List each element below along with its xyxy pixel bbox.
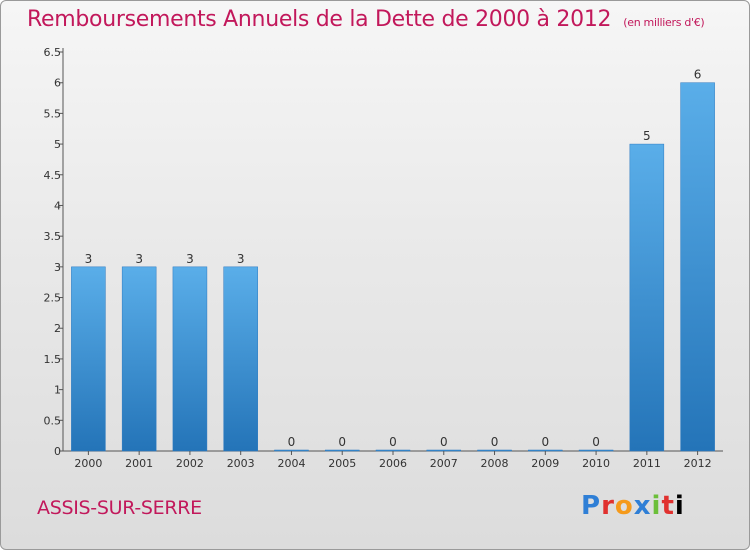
x-tick-label: 2001 xyxy=(125,457,153,470)
y-tick-label: 3 xyxy=(54,261,61,274)
bar xyxy=(71,266,106,452)
chart-unit: (en milliers d'€) xyxy=(623,16,705,29)
x-tick-label: 2009 xyxy=(531,457,559,470)
y-tick-label: 0 xyxy=(54,445,61,458)
axes xyxy=(62,48,723,452)
bar xyxy=(121,266,157,452)
data-label: 0 xyxy=(440,435,448,449)
y-tick-label: 6 xyxy=(54,77,61,90)
data-label: 3 xyxy=(85,252,93,266)
y-tick-label: 5.5 xyxy=(44,107,62,120)
bars xyxy=(71,82,715,452)
data-labels: 3 3 3 3 0 0 0 0 0 0 0 5 6 xyxy=(85,68,702,449)
bar xyxy=(375,449,411,452)
data-label: 3 xyxy=(237,252,245,266)
data-label: 0 xyxy=(338,435,346,449)
x-tick-label: 2003 xyxy=(227,457,255,470)
x-tick-label: 2000 xyxy=(74,457,102,470)
bar xyxy=(680,82,715,452)
x-tick-label: 2005 xyxy=(328,457,356,470)
y-tick-label: 4 xyxy=(54,199,61,212)
x-tick-label: 2008 xyxy=(481,457,509,470)
data-label: 5 xyxy=(643,129,651,143)
y-tick-label: 5 xyxy=(54,138,61,151)
proxiti-logo: Proxiti xyxy=(581,491,685,521)
bar xyxy=(578,449,614,452)
commune-name: ASSIS-SUR-SERRE xyxy=(37,497,202,519)
x-tick-label: 2002 xyxy=(176,457,204,470)
x-tick-label: 2007 xyxy=(430,457,458,470)
x-tick-label: 2004 xyxy=(277,457,305,470)
y-tick-label: 1.5 xyxy=(44,353,62,366)
y-tick-label: 0.5 xyxy=(44,414,62,427)
data-label: 0 xyxy=(541,435,549,449)
bar xyxy=(324,449,360,452)
y-tick-labels: 0 0.5 1 1.5 2 2.5 3 3.5 4 4.5 5 5.5 6 6.5 xyxy=(44,46,63,458)
data-label: 0 xyxy=(491,435,499,449)
data-label: 3 xyxy=(135,252,143,266)
y-tick-label: 2 xyxy=(54,322,61,335)
data-label: 0 xyxy=(389,435,397,449)
data-label: 0 xyxy=(288,435,296,449)
x-tick-label: 2011 xyxy=(633,457,661,470)
y-tick-label: 6.5 xyxy=(44,46,62,59)
bar xyxy=(477,449,512,452)
bar xyxy=(172,266,208,452)
bar xyxy=(426,449,462,452)
data-label: 0 xyxy=(592,435,600,449)
x-tick-label: 2006 xyxy=(379,457,407,470)
data-label: 6 xyxy=(694,68,702,82)
x-tick-label: 2012 xyxy=(684,457,712,470)
y-tick-label: 4.5 xyxy=(44,169,62,182)
bar xyxy=(629,143,665,452)
y-tick-label: 3.5 xyxy=(44,230,62,243)
bar xyxy=(274,449,309,452)
data-label: 3 xyxy=(186,252,194,266)
y-tick-label: 1 xyxy=(54,384,61,397)
x-tick-label: 2010 xyxy=(582,457,610,470)
chart-title-text: Remboursements Annuels de la Dette de 20… xyxy=(27,7,612,32)
bar xyxy=(528,449,563,452)
y-tick-label: 2.5 xyxy=(44,292,62,305)
bar xyxy=(223,266,258,452)
chart-title: Remboursements Annuels de la Dette de 20… xyxy=(27,7,705,32)
x-tick-labels: 2000 2001 2002 2003 2004 2005 2006 2007 2008 2009… xyxy=(74,451,712,470)
